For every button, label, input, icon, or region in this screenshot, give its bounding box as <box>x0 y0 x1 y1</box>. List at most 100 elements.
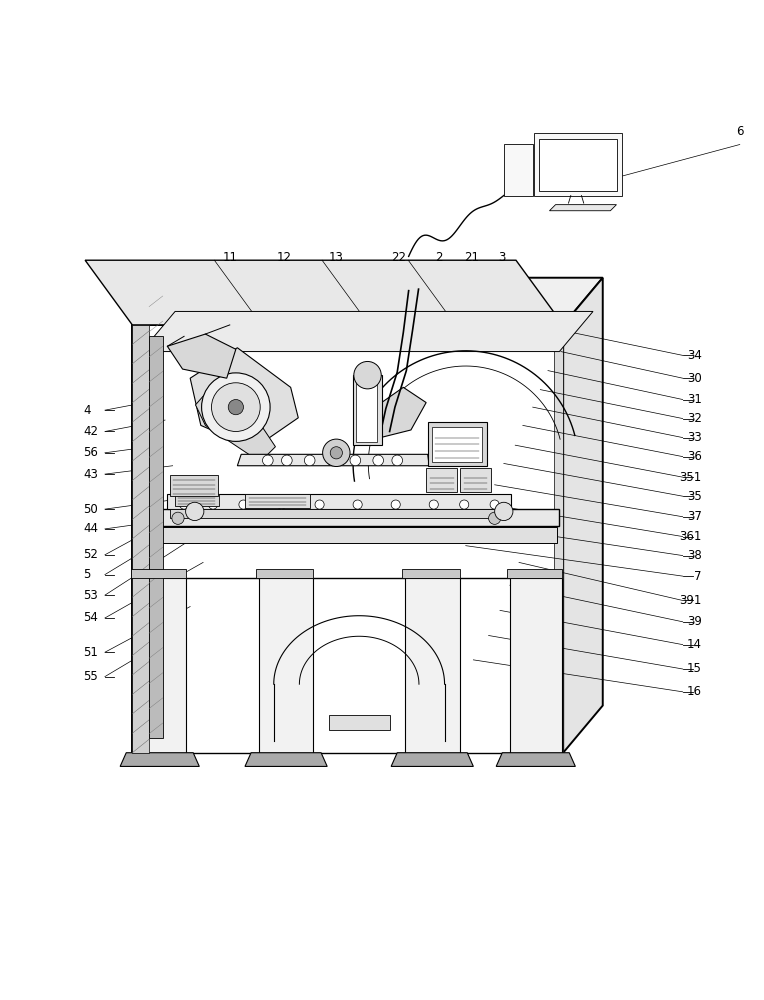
Bar <box>132 325 563 753</box>
Polygon shape <box>496 753 575 766</box>
Polygon shape <box>391 753 474 766</box>
Polygon shape <box>238 454 429 466</box>
Text: 15: 15 <box>687 662 701 675</box>
Circle shape <box>277 500 286 509</box>
Bar <box>329 715 390 730</box>
Text: 361: 361 <box>679 530 701 543</box>
Text: 37: 37 <box>687 510 701 523</box>
Polygon shape <box>363 387 426 438</box>
Bar <box>510 578 562 753</box>
Polygon shape <box>120 753 199 766</box>
Circle shape <box>327 455 338 466</box>
Text: 35: 35 <box>687 490 701 503</box>
Circle shape <box>315 500 324 509</box>
Bar <box>539 139 617 191</box>
Text: 13: 13 <box>329 251 344 264</box>
Circle shape <box>460 500 469 509</box>
Circle shape <box>354 361 381 389</box>
Circle shape <box>490 500 499 509</box>
Text: 34: 34 <box>687 349 701 362</box>
Bar <box>170 509 509 518</box>
Text: 33: 33 <box>687 431 701 444</box>
Text: 42: 42 <box>83 425 99 438</box>
Text: 21: 21 <box>465 251 479 264</box>
Text: 6: 6 <box>736 125 743 138</box>
Bar <box>170 475 218 496</box>
Text: 22: 22 <box>391 251 406 264</box>
Text: 52: 52 <box>83 548 99 561</box>
Bar <box>503 144 533 196</box>
Text: 54: 54 <box>83 611 99 624</box>
Polygon shape <box>167 334 236 378</box>
Text: 55: 55 <box>83 670 99 683</box>
Bar <box>461 468 490 492</box>
Bar <box>134 578 186 753</box>
Polygon shape <box>196 392 276 462</box>
Bar <box>136 509 559 526</box>
Text: 53: 53 <box>83 589 99 602</box>
Polygon shape <box>245 753 327 766</box>
Circle shape <box>330 447 342 459</box>
Text: 7: 7 <box>694 570 701 583</box>
Circle shape <box>180 500 189 509</box>
Circle shape <box>494 502 513 521</box>
Text: 30: 30 <box>687 372 701 385</box>
Bar <box>534 133 622 196</box>
Bar <box>432 427 483 462</box>
Polygon shape <box>132 278 603 325</box>
Text: 39: 39 <box>687 615 701 628</box>
Text: 43: 43 <box>83 468 99 481</box>
Text: 32: 32 <box>687 412 701 425</box>
Bar <box>245 494 309 508</box>
Bar <box>405 578 460 753</box>
Bar <box>402 569 460 578</box>
Polygon shape <box>85 260 563 325</box>
Polygon shape <box>563 278 603 753</box>
Text: 2: 2 <box>435 251 443 264</box>
Text: 31: 31 <box>687 393 701 406</box>
Bar <box>554 325 563 753</box>
Circle shape <box>304 455 315 466</box>
Circle shape <box>353 500 362 509</box>
Circle shape <box>209 500 218 509</box>
Bar <box>149 336 163 738</box>
Bar <box>134 578 562 753</box>
Bar <box>428 422 487 466</box>
Bar <box>138 527 557 543</box>
Bar <box>175 494 219 506</box>
Bar <box>426 468 457 492</box>
Circle shape <box>186 502 204 521</box>
Polygon shape <box>141 311 593 352</box>
Text: 351: 351 <box>679 471 701 484</box>
Text: 11: 11 <box>222 251 238 264</box>
Circle shape <box>263 455 274 466</box>
Circle shape <box>391 500 400 509</box>
Circle shape <box>373 455 384 466</box>
Text: 44: 44 <box>83 522 99 535</box>
Bar <box>167 494 511 509</box>
Polygon shape <box>549 205 617 211</box>
Circle shape <box>429 500 439 509</box>
Circle shape <box>212 383 261 431</box>
Text: 50: 50 <box>83 503 99 516</box>
Polygon shape <box>190 348 298 448</box>
Text: 5: 5 <box>83 568 91 581</box>
Bar <box>131 569 186 578</box>
Circle shape <box>392 455 403 466</box>
Text: 391: 391 <box>679 594 701 607</box>
Circle shape <box>172 512 184 524</box>
Bar <box>132 325 149 753</box>
Text: 14: 14 <box>687 638 701 651</box>
Text: 51: 51 <box>83 646 99 659</box>
Circle shape <box>239 500 248 509</box>
Bar <box>259 578 313 753</box>
Bar <box>356 380 377 442</box>
Circle shape <box>350 455 361 466</box>
Text: 3: 3 <box>499 251 506 264</box>
Circle shape <box>281 455 292 466</box>
Bar <box>507 569 562 578</box>
Circle shape <box>488 512 500 524</box>
Circle shape <box>202 373 270 441</box>
Bar <box>353 375 382 445</box>
Text: 56: 56 <box>83 446 99 459</box>
